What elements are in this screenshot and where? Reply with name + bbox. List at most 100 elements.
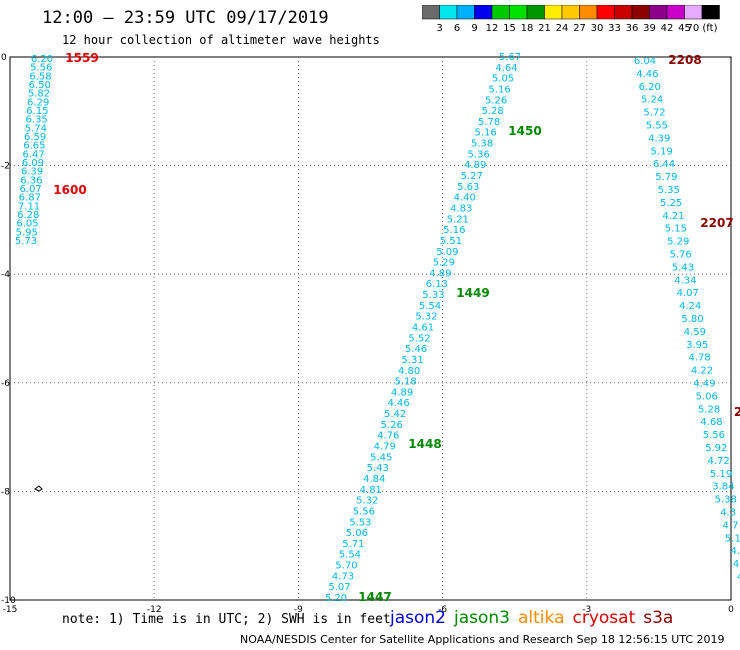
wave-height-label: 5.67 [499, 52, 521, 63]
colorbar-tick-label: 6 [454, 23, 460, 34]
wave-height-label: 5.56 [30, 63, 52, 74]
wave-height-label: 4.89 [464, 160, 486, 171]
wave-height-label: 5.52 [408, 333, 430, 344]
colorbar-tick-label: 33 [608, 23, 621, 34]
wave-height-label: 4. [730, 546, 740, 557]
colorbar-tick-label: 30 [591, 23, 604, 34]
wave-height-label: 6.07 [19, 184, 41, 195]
wave-height-label: 6.29 [27, 97, 49, 108]
wave-height-label: 5.16 [443, 225, 465, 236]
wave-height-label: 4.3 [720, 508, 736, 519]
wave-height-label: 6.59 [24, 132, 46, 143]
wave-height-label: 6.05 [16, 219, 38, 230]
wave-height-label: 4.89 [391, 387, 413, 398]
wave-height-label: 4.59 [684, 327, 706, 338]
x-tick-label: 0 [728, 605, 734, 615]
map-frame [9, 56, 732, 601]
wave-height-label: 5.09 [436, 247, 458, 258]
legend-item-s3a: s3a [643, 608, 674, 628]
time-stamp-label: 1448 [408, 437, 441, 451]
colorbar-tick-label: 3 [436, 23, 442, 34]
wave-height-label: 5.06 [346, 528, 368, 539]
wave-height-label: 5.46 [405, 344, 427, 355]
colorbar-tick-label: 18 [521, 23, 534, 34]
wave-height-label: 4.7 [723, 520, 739, 531]
x-tick-label: -6 [438, 605, 447, 615]
wave-height-label: 5.73 [15, 236, 37, 247]
wave-height-label: 6.04 [634, 56, 656, 67]
wave-height-label: 5.38 [715, 495, 737, 506]
wave-height-label: 4.21 [662, 211, 684, 222]
wave-height-label: 5.1 [725, 533, 740, 544]
wave-height-label: 5.19 [710, 469, 732, 480]
chart-subtitle: 12 hour collection of altimeter wave hei… [62, 33, 380, 47]
wave-height-label: 5.43 [672, 262, 694, 273]
wave-height-label: 5.19 [650, 146, 672, 157]
wave-height-label: 6.20 [31, 54, 53, 65]
wave-height-label: 5.32 [415, 312, 437, 323]
time-stamp-label: 2 [734, 405, 740, 419]
wave-height-label: 4.79 [374, 442, 396, 453]
note-text: note: 1) Time is in UTC; 2) SWH is in fe… [62, 612, 391, 627]
wave-height-label: 4.39 [648, 133, 670, 144]
x-tick-label: -3 [582, 605, 591, 615]
wave-height-label: 5.18 [394, 377, 416, 388]
wave-height-label: 5.05 [492, 74, 514, 85]
wave-height-label: 6.47 [22, 149, 44, 160]
satellite-legend: jason2 jason3 altika cryosat s3a [390, 608, 681, 628]
wave-height-label: 4.46 [388, 398, 410, 409]
wave-height-label: 6.36 [20, 175, 42, 186]
wave-height-label: 4.68 [700, 417, 722, 428]
wave-height-label: 5.28 [481, 106, 503, 117]
coastline-mark [34, 485, 43, 492]
wave-height-label: 4.83 [450, 203, 472, 214]
wave-height-label: 5.36 [468, 149, 490, 160]
wave-height-label: 6.20 [639, 82, 661, 93]
wave-height-label: 3.95 [686, 340, 708, 351]
wave-height-label: 5.26 [485, 95, 507, 106]
time-stamp-label: 1559 [65, 51, 98, 65]
wave-height-label: 5.28 [698, 404, 720, 415]
wave-height-label: 5.54 [339, 550, 361, 561]
wave-height-label: 5.27 [461, 171, 483, 182]
wave-height-label: 5.45 [370, 452, 392, 463]
wave-height-label: 5.21 [447, 214, 469, 225]
wave-height-label: 5.29 [433, 258, 455, 269]
wave-height-label: 5.26 [381, 420, 403, 431]
colorbar-tick-label: 36 [626, 23, 639, 34]
y-tick-label: -10 [1, 596, 16, 606]
colorbar-tick-label: 45 [678, 23, 691, 34]
colorbar-swatch [701, 5, 720, 20]
wave-height-label: 4.73 [332, 571, 354, 582]
wave-height-label: 4.61 [412, 323, 434, 334]
y-tick-label: -2 [1, 162, 10, 172]
chart-title: 12:00 – 23:59 UTC 09/17/2019 [42, 8, 329, 28]
y-tick-label: -8 [1, 487, 10, 497]
wave-height-label: 5.80 [681, 314, 703, 325]
wave-height-label: 6.39 [21, 167, 43, 178]
wave-height-label: 7.11 [18, 201, 40, 212]
wave-height-label: 5.15 [665, 224, 687, 235]
wave-height-label: 5.43 [367, 463, 389, 474]
wave-height-label: 4.49 [693, 379, 715, 390]
wave-height-label: 5.78 [478, 117, 500, 128]
wave-height-label: 5.16 [488, 84, 510, 95]
colorbar-tick-label: 27 [573, 23, 586, 34]
wave-height-label: 4.72 [707, 456, 729, 467]
wave-height-label: 5.95 [16, 227, 38, 238]
legend-item-jason3: jason3 [454, 608, 510, 628]
wave-height-label: 5.70 [335, 561, 357, 572]
colorbar-tick-label: 24 [556, 23, 569, 34]
wave-height-label: 3.84 [712, 482, 734, 493]
wave-height-label: 5.16 [475, 128, 497, 139]
wave-height-label: 6.44 [653, 159, 675, 170]
wave-height-label: 6.35 [26, 115, 48, 126]
wave-height-label: 4.64 [495, 63, 517, 74]
wave-height-label: 5.06 [696, 391, 718, 402]
colorbar-tick-label: 12 [486, 23, 499, 34]
colorbar-tick-label: 42 [661, 23, 674, 34]
credit-line: NOAA/NESDIS Center for Satellite Applica… [240, 633, 725, 646]
wave-height-label: 4.84 [363, 474, 385, 485]
wave-height-label: 6.13 [426, 279, 448, 290]
wave-height-label: 4.78 [688, 353, 710, 364]
